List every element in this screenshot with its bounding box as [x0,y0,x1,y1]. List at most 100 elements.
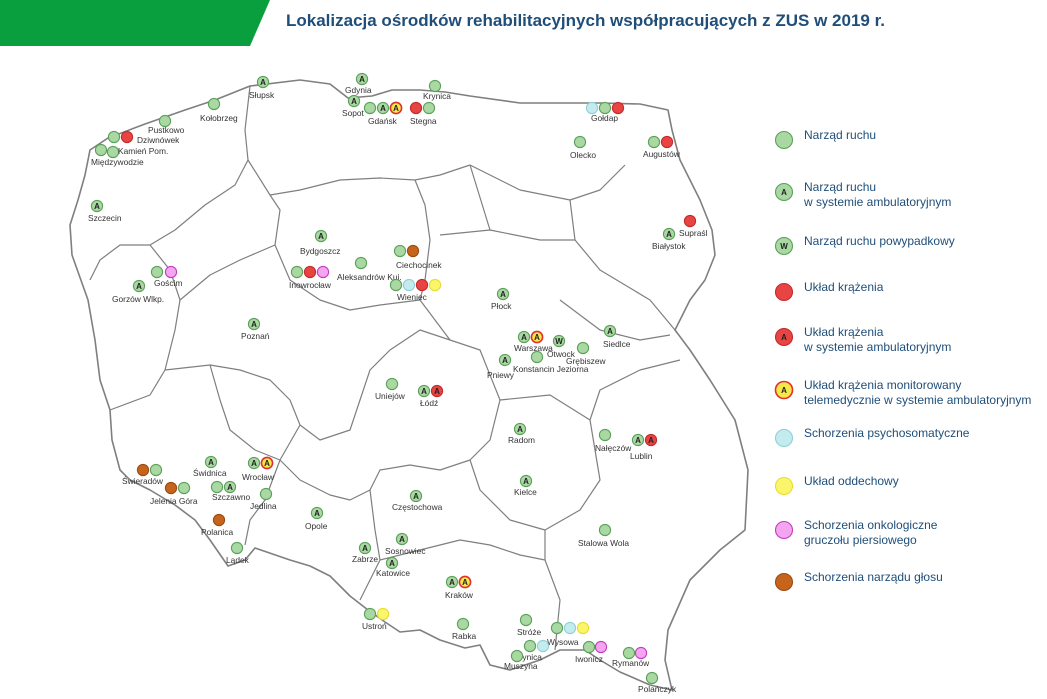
legend-marker [774,282,794,302]
city-płock: A Płock [491,287,512,311]
marker-narzad-a: A [223,480,237,494]
marker-narzad-a: A [358,541,372,555]
marker-narzad [456,617,470,631]
city-gorzów-wlkp-: A Gorzów Wlkp. [112,279,164,304]
marker-narzad [598,523,612,537]
city-wieniec: Wieniec [389,278,442,302]
svg-text:A: A [781,188,787,197]
city-polanica: Polanica [201,513,233,537]
legend-item-uklad-t: A Układ krążenia monitorowany telemedyczn… [770,376,1031,408]
city-pniewy: A Pniewy [487,353,515,380]
marker-uklad [415,278,429,292]
city-kołobrzeg: Kołobrzeg [200,97,238,123]
marker-glos [406,244,420,258]
city-label: Wieniec [397,292,427,302]
city-sosnowiec: A Sosnowiec [385,532,426,556]
city-label: Świeradów [122,475,164,486]
marker-narzad-a: A [314,229,328,243]
legend-label: Układ krążenia w systemie ambulatoryjnym [804,325,952,354]
marker-narzad-a: A [496,287,510,301]
city-label: Krynica [514,652,542,662]
city-label: Dziwnówek [137,135,180,145]
marker-narzad [598,101,612,115]
city-label: Kraków [445,590,474,600]
marker-narzad-a: A [310,506,324,520]
marker-glos [164,481,178,495]
legend-marker [774,520,794,540]
legend-swatch-icon: A [774,380,794,400]
marker-narzad-a: A [513,422,527,436]
marker-uklad-t: A [389,101,403,115]
marker-narzad [519,613,533,627]
city-wrocław: A A Wrocław [242,456,275,482]
legend-item-onko: Schorzenia onkologiczne gruczołu piersio… [770,516,937,548]
city-label: Lublin [630,451,653,461]
legend-label: Narząd ruchu w systemie ambulatoryjnym [804,180,952,209]
city-label: Pustkowo [148,125,185,135]
legend-item-psycho: Schorzenia psychosomatyczne [770,424,969,452]
city-ciechocinek: Ciechocinek [393,244,442,270]
city-label: Rabka [452,631,477,641]
city-label: Krynica [423,91,451,101]
legend-label: Układ krążenia monitorowany telemedyczni… [804,378,1032,407]
marker-uklad-t: A [260,456,274,470]
marker-narzad [389,278,403,292]
city-krynica: Krynica [423,79,451,101]
city-szczecin: A Szczecin [88,199,122,223]
marker-narzad [645,671,659,685]
city-polańczyk: Polańczyk [638,671,677,694]
svg-text:A: A [413,492,419,501]
svg-text:A: A [208,458,214,467]
city-białystok: A Białystok [652,227,686,251]
city-label: Wysowa [547,637,579,647]
city-label: Nałęczów [595,443,632,453]
city-label: Gościm [154,278,182,288]
marker-narzad [94,143,108,157]
marker-narzad-a: A [445,575,459,589]
marker-narzad [363,101,377,115]
marker-narzad [107,130,121,144]
legend-marker [774,130,794,150]
city-label: Polanica [201,527,233,537]
city-label: Muszyna [504,661,538,671]
city-jedlina: Jedlina [250,487,277,511]
marker-narzad [393,244,407,258]
city-siedlce: A Siedlce [603,324,631,349]
city-lublin: A A Lublin [630,433,658,461]
svg-text:A: A [534,333,540,342]
marker-narzad [290,265,304,279]
marker-psycho [585,101,599,115]
city-olecko: Olecko [570,135,596,160]
city-label: Gołdap [591,113,618,123]
city-gdańsk: A A Gdańsk [363,101,403,126]
svg-text:A: A [251,459,257,468]
city-świeradów: Świeradów [122,463,164,486]
svg-text:A: A [523,477,529,486]
city-łódź: A A Łódź [417,384,444,408]
marker-narzad [510,649,524,663]
city-label: Polańczyk [638,684,677,694]
marker-narzad [259,487,273,501]
city-rymanów: Rymanów [612,646,650,668]
legend-label: Układ oddechowy [804,474,899,488]
marker-narzad-a: A [662,227,676,241]
marker-oddech [576,621,590,635]
city-jelenia-góra: Jelenia Góra [150,481,198,506]
svg-text:A: A [264,459,270,468]
svg-text:W: W [555,337,563,346]
legend-label: Narząd ruchu [804,128,877,142]
city-międzywodzie: Międzywodzie [91,143,144,167]
svg-text:A: A [434,387,440,396]
city-label: Stróże [517,627,542,637]
svg-text:A: A [781,333,787,342]
city-label: Rymanów [612,658,650,668]
city-label: Ciechocinek [396,260,442,270]
marker-uklad-t: A [458,575,472,589]
marker-narzad-a: A [347,94,361,108]
city-label: Świdnica [193,467,227,478]
svg-text:A: A [251,320,257,329]
city-label: Siedlce [603,339,631,349]
